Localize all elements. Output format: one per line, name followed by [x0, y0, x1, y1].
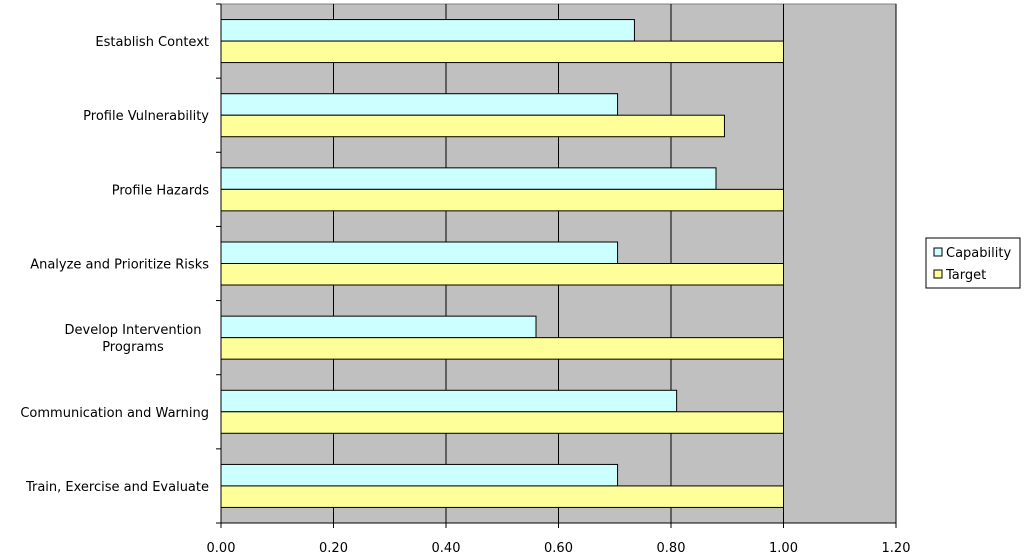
bar-target: [220, 40, 784, 64]
category-label: Profile Hazards: [112, 183, 209, 198]
x-tick-label: 0.60: [544, 541, 573, 556]
bar-series: [220, 19, 784, 508]
category-label: Establish Context: [95, 35, 209, 50]
bar-capability: [220, 315, 537, 339]
bar-target: [220, 337, 784, 360]
legend-label-capability: Capability: [946, 246, 1011, 261]
bar-capability: [220, 389, 678, 413]
category-label: Profile Vulnerability: [83, 109, 209, 124]
x-tick-label: 0.40: [432, 541, 461, 556]
category-label: Train, Exercise and Evaluate: [25, 480, 209, 495]
bar-capability: [220, 167, 717, 190]
category-label: Analyze and Prioritize Risks: [30, 258, 209, 273]
category-label: Develop Intervention: [65, 323, 202, 338]
x-tick-label: 0.20: [319, 541, 348, 556]
x-tick-label: 1.20: [882, 541, 911, 556]
x-axis-ticks: 0.00 0.20 0.40 0.60 0.80 1.00 1.20: [207, 523, 911, 556]
legend: Capability Target: [925, 237, 1021, 289]
bar-target: [220, 114, 725, 138]
legend-swatch-capability: [933, 247, 943, 257]
bar-target: [220, 411, 784, 434]
legend-label-target: Target: [945, 268, 986, 283]
x-tick-label: 0.80: [657, 541, 686, 556]
x-tick-label: 0.00: [207, 541, 236, 556]
bar-capability: [220, 463, 619, 487]
category-label: Programs: [102, 340, 164, 355]
category-labels: Establish Context Profile Vulnerability Pr…: [20, 3, 221, 524]
bar-capability: [220, 19, 635, 42]
bar-capability: [220, 241, 619, 264]
bar-target: [220, 263, 784, 286]
bar-target: [220, 188, 784, 212]
legend-swatch-target: [933, 269, 943, 279]
bar-target: [220, 485, 784, 508]
category-label: Communication and Warning: [20, 406, 209, 421]
bar-capability: [220, 93, 619, 116]
legend-box: [925, 237, 1021, 289]
x-tick-label: 1.00: [769, 541, 798, 556]
